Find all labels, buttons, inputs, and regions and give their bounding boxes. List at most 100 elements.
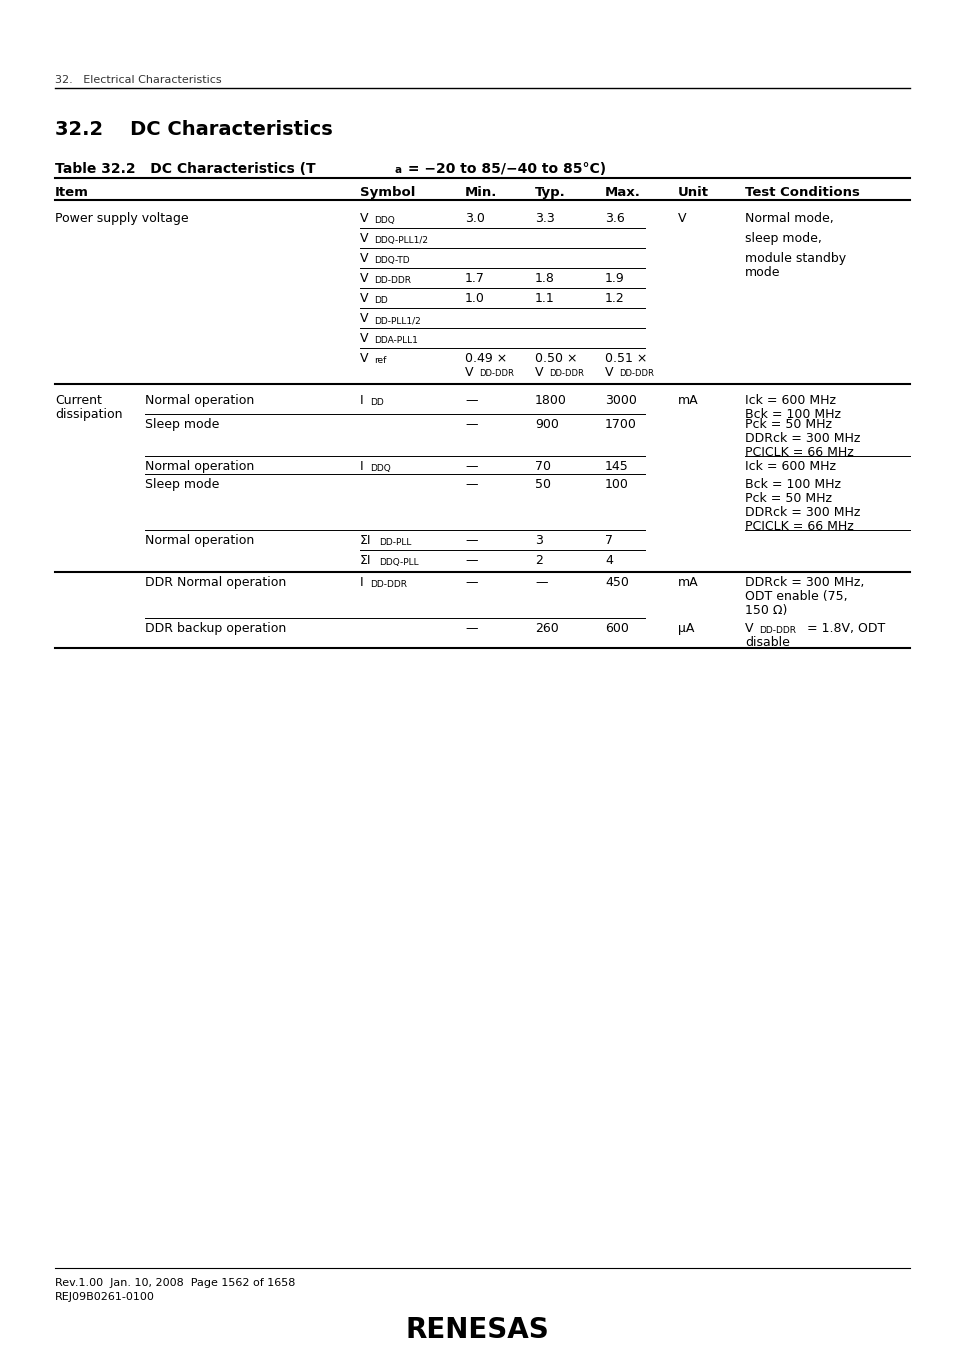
Text: 3000: 3000 <box>604 394 637 406</box>
Text: V: V <box>359 271 368 285</box>
Text: Item: Item <box>55 186 89 198</box>
Text: —: — <box>464 535 477 547</box>
Text: DD: DD <box>370 398 383 406</box>
Text: 3.0: 3.0 <box>464 212 484 225</box>
Text: ΣI: ΣI <box>359 554 371 567</box>
Text: Ick = 600 MHz: Ick = 600 MHz <box>744 460 835 472</box>
Text: Rev.1.00  Jan. 10, 2008  Page 1562 of 1658: Rev.1.00 Jan. 10, 2008 Page 1562 of 1658 <box>55 1278 295 1288</box>
Text: DDQ: DDQ <box>370 464 391 472</box>
Text: V: V <box>359 252 368 265</box>
Text: 1.9: 1.9 <box>604 271 624 285</box>
Text: 7: 7 <box>604 535 613 547</box>
Text: DD-DDR: DD-DDR <box>478 369 514 378</box>
Text: V: V <box>359 352 368 365</box>
Text: 2: 2 <box>535 554 542 567</box>
Text: —: — <box>464 554 477 567</box>
Text: Pck = 50 MHz: Pck = 50 MHz <box>744 491 831 505</box>
Text: Normal operation: Normal operation <box>145 460 254 472</box>
Text: DD-PLL1/2: DD-PLL1/2 <box>374 316 420 325</box>
Text: DD-DDR: DD-DDR <box>370 580 407 589</box>
Text: mA: mA <box>678 576 698 589</box>
Text: V: V <box>744 622 753 634</box>
Text: V: V <box>604 366 613 379</box>
Text: Sleep mode: Sleep mode <box>145 478 219 491</box>
Text: 3.3: 3.3 <box>535 212 554 225</box>
Text: 600: 600 <box>604 622 628 634</box>
Text: DD-DDR: DD-DDR <box>548 369 583 378</box>
Text: DDRck = 300 MHz: DDRck = 300 MHz <box>744 432 860 446</box>
Text: sleep mode,: sleep mode, <box>744 232 821 244</box>
Text: 70: 70 <box>535 460 551 472</box>
Text: = −20 to 85/−40 to 85°C): = −20 to 85/−40 to 85°C) <box>402 162 605 176</box>
Text: PCICLK = 66 MHz: PCICLK = 66 MHz <box>744 520 853 533</box>
Text: ref: ref <box>374 356 386 365</box>
Text: 0.49 ×: 0.49 × <box>464 352 507 365</box>
Text: Pck = 50 MHz: Pck = 50 MHz <box>744 418 831 431</box>
Text: V: V <box>535 366 543 379</box>
Text: Ick = 600 MHz: Ick = 600 MHz <box>744 394 835 406</box>
Text: RENESAS: RENESAS <box>405 1316 548 1345</box>
Text: Min.: Min. <box>464 186 497 198</box>
Text: μA: μA <box>678 622 694 634</box>
Text: V: V <box>359 332 368 346</box>
Text: DD: DD <box>374 296 387 305</box>
Text: 450: 450 <box>604 576 628 589</box>
Text: DDR Normal operation: DDR Normal operation <box>145 576 286 589</box>
Text: —: — <box>464 460 477 472</box>
Text: mode: mode <box>744 266 780 279</box>
Text: 145: 145 <box>604 460 628 472</box>
Text: module standby: module standby <box>744 252 845 265</box>
Text: dissipation: dissipation <box>55 408 122 421</box>
Text: —: — <box>535 576 547 589</box>
Text: 1700: 1700 <box>604 418 637 431</box>
Text: Normal operation: Normal operation <box>145 535 254 547</box>
Text: 150 Ω): 150 Ω) <box>744 603 786 617</box>
Text: V: V <box>359 312 368 325</box>
Text: 32.   Electrical Characteristics: 32. Electrical Characteristics <box>55 76 221 85</box>
Text: Bck = 100 MHz: Bck = 100 MHz <box>744 408 841 421</box>
Text: Unit: Unit <box>678 186 708 198</box>
Text: Normal operation: Normal operation <box>145 394 254 406</box>
Text: 1.8: 1.8 <box>535 271 555 285</box>
Text: 1.7: 1.7 <box>464 271 484 285</box>
Text: V: V <box>359 212 368 225</box>
Text: —: — <box>464 418 477 431</box>
Text: DD-DDR: DD-DDR <box>759 626 795 634</box>
Text: Typ.: Typ. <box>535 186 565 198</box>
Text: V: V <box>464 366 473 379</box>
Text: ΣI: ΣI <box>359 535 371 547</box>
Text: 32.2    DC Characteristics: 32.2 DC Characteristics <box>55 120 333 139</box>
Text: 3: 3 <box>535 535 542 547</box>
Text: DD-PLL: DD-PLL <box>378 539 411 547</box>
Text: a: a <box>395 165 402 176</box>
Text: DDQ: DDQ <box>374 216 395 225</box>
Text: Table 32.2   DC Characteristics (T: Table 32.2 DC Characteristics (T <box>55 162 315 176</box>
Text: Max.: Max. <box>604 186 640 198</box>
Text: 1.0: 1.0 <box>464 292 484 305</box>
Text: 1800: 1800 <box>535 394 566 406</box>
Text: mA: mA <box>678 394 698 406</box>
Text: DDQ-PLL1/2: DDQ-PLL1/2 <box>374 236 428 244</box>
Text: —: — <box>464 478 477 491</box>
Text: disable: disable <box>744 636 789 649</box>
Text: Normal mode,: Normal mode, <box>744 212 833 225</box>
Text: Symbol: Symbol <box>359 186 415 198</box>
Text: I: I <box>359 576 363 589</box>
Text: DD-DDR: DD-DDR <box>618 369 653 378</box>
Text: 1.2: 1.2 <box>604 292 624 305</box>
Text: REJ09B0261-0100: REJ09B0261-0100 <box>55 1292 154 1301</box>
Text: 260: 260 <box>535 622 558 634</box>
Text: 50: 50 <box>535 478 551 491</box>
Text: V: V <box>678 212 686 225</box>
Text: Bck = 100 MHz: Bck = 100 MHz <box>744 478 841 491</box>
Text: —: — <box>464 622 477 634</box>
Text: DDRck = 300 MHz: DDRck = 300 MHz <box>744 506 860 518</box>
Text: 900: 900 <box>535 418 558 431</box>
Text: Sleep mode: Sleep mode <box>145 418 219 431</box>
Text: I: I <box>359 460 363 472</box>
Text: DDQ-PLL: DDQ-PLL <box>378 558 418 567</box>
Text: DDQ-TD: DDQ-TD <box>374 256 409 265</box>
Text: —: — <box>464 576 477 589</box>
Text: 3.6: 3.6 <box>604 212 624 225</box>
Text: DD-DDR: DD-DDR <box>374 275 411 285</box>
